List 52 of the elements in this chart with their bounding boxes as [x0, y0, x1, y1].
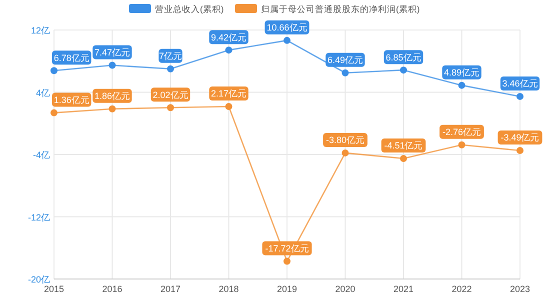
- x-tick-label: 2015: [44, 284, 64, 294]
- x-tick-label: 2018: [218, 284, 239, 294]
- legend-label: 归属于母公司普通股股东的净利润(累积): [261, 4, 420, 14]
- point: [167, 104, 174, 112]
- point: [458, 82, 466, 89]
- point: [167, 65, 174, 72]
- point: [108, 105, 116, 112]
- y-tick-label: -20亿: [28, 274, 50, 284]
- x-tick-label: 2021: [393, 284, 414, 294]
- point: [342, 69, 349, 76]
- x-tick-label: 2020: [335, 284, 356, 294]
- data-label: 6.85亿元: [386, 52, 422, 62]
- data-label: -3.80亿元: [326, 135, 365, 146]
- point: [225, 102, 232, 110]
- data-label: 2.17亿元: [210, 88, 247, 99]
- point: [284, 36, 290, 44]
- x-tick-label: 2019: [276, 284, 298, 294]
- data-label: 10.66亿元: [266, 22, 308, 33]
- point: [516, 147, 524, 154]
- y-tick-label: 4亿: [36, 88, 50, 98]
- data-label: -3.49亿元: [500, 132, 540, 143]
- x-tick-label: 2017: [160, 284, 181, 294]
- data-label: 6.49亿元: [327, 55, 364, 66]
- data-label: 9.42亿元: [210, 32, 247, 42]
- data-label: 6.78亿元: [54, 52, 90, 63]
- point: [342, 149, 349, 156]
- data-label: 7.47亿元: [94, 47, 130, 58]
- x-tick-label: 2016: [102, 284, 122, 294]
- data-label: 1.36亿元: [54, 94, 90, 105]
- data-label: 4.89亿元: [444, 68, 480, 78]
- data-label: 3.46亿元: [502, 78, 538, 89]
- point: [284, 258, 290, 265]
- point: [108, 62, 116, 69]
- point: [225, 46, 232, 54]
- x-tick-label: 2022: [452, 284, 472, 294]
- y-tick-label: -12亿: [28, 212, 50, 222]
- point: [458, 141, 466, 148]
- data-label: 7亿元: [158, 51, 182, 62]
- legend-label: 营业总收入(累积): [155, 4, 224, 14]
- point: [516, 92, 524, 100]
- data-label: -4.51亿元: [384, 140, 423, 151]
- y-tick-label: 12亿: [30, 26, 50, 36]
- y-tick-label: -4亿: [32, 150, 50, 160]
- point: [400, 154, 407, 162]
- point: [50, 109, 58, 116]
- x-tick-label: 2023: [510, 284, 530, 294]
- data-label: 2.02亿元: [152, 90, 188, 100]
- data-label: -17.72亿元: [265, 243, 309, 254]
- point: [50, 67, 58, 74]
- data-label: 1.86亿元: [94, 91, 130, 102]
- data-label: -2.76亿元: [442, 127, 482, 138]
- point: [400, 66, 407, 74]
